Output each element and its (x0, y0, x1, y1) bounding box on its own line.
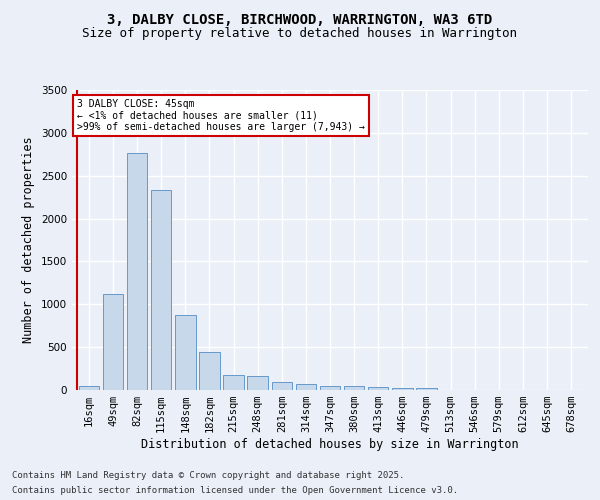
Text: Contains HM Land Registry data © Crown copyright and database right 2025.: Contains HM Land Registry data © Crown c… (12, 471, 404, 480)
Bar (79, 386, 99, 390)
Bar (247, 376, 268, 390)
X-axis label: Distribution of detached houses by size in Warrington: Distribution of detached houses by size … (141, 438, 519, 451)
Bar (344, 386, 364, 390)
Bar (175, 314, 196, 390)
Bar (368, 388, 388, 390)
Bar (296, 384, 316, 390)
Text: 3 DALBY CLOSE: 45sqm
← <1% of detached houses are smaller (11)
>99% of semi-deta: 3 DALBY CLOSE: 45sqm ← <1% of detached h… (77, 99, 365, 132)
Bar (392, 388, 413, 390)
Bar (416, 388, 437, 390)
Bar (199, 352, 220, 390)
Bar (103, 294, 123, 390)
Bar (127, 154, 148, 390)
Text: 3, DALBY CLOSE, BIRCHWOOD, WARRINGTON, WA3 6TD: 3, DALBY CLOSE, BIRCHWOOD, WARRINGTON, W… (107, 12, 493, 26)
Bar (272, 382, 292, 390)
Bar (223, 375, 244, 390)
Bar (320, 386, 340, 390)
Bar (151, 190, 172, 390)
Y-axis label: Number of detached properties: Number of detached properties (22, 136, 35, 344)
Text: Contains public sector information licensed under the Open Government Licence v3: Contains public sector information licen… (12, 486, 458, 495)
Text: Size of property relative to detached houses in Warrington: Size of property relative to detached ho… (83, 28, 517, 40)
